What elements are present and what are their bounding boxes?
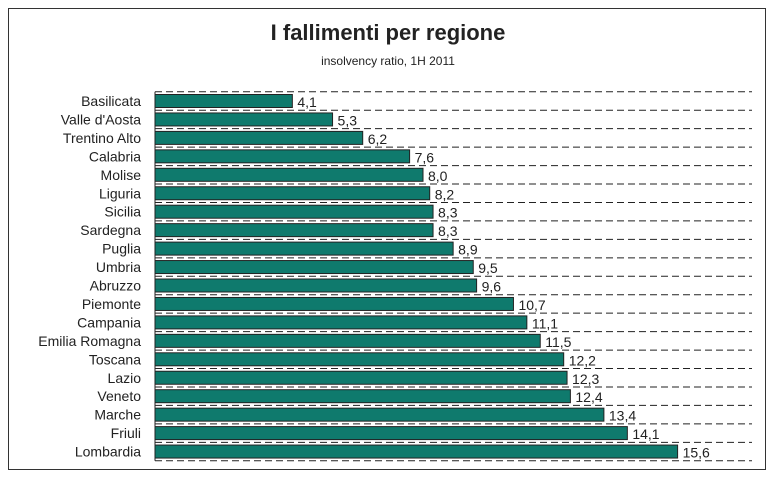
value-label: 5,3 <box>338 112 358 128</box>
category-label: Sardegna <box>80 222 141 238</box>
value-label: 8,2 <box>435 186 455 202</box>
category-label: Emilia Romagna <box>38 333 141 349</box>
bar <box>154 444 679 459</box>
bar <box>154 186 431 201</box>
bar <box>154 149 411 164</box>
chart-subtitle: insolvency ratio, 1H 2011 <box>321 54 455 68</box>
category-label: Campania <box>77 314 141 330</box>
bar <box>154 426 628 441</box>
value-label: 15,6 <box>683 445 710 461</box>
bar <box>154 407 605 422</box>
category-label: Piemonte <box>82 296 141 312</box>
category-label: Lombardia <box>75 444 141 460</box>
bar <box>154 370 568 385</box>
category-label: Lazio <box>108 370 142 386</box>
chart-title: I fallimenti per regione <box>270 20 506 45</box>
bar <box>154 278 478 293</box>
category-label: Trentino Alto <box>63 130 141 146</box>
value-label: 11,5 <box>545 334 571 350</box>
category-label: Puglia <box>102 241 141 257</box>
value-label: 8,3 <box>438 223 458 239</box>
bar <box>154 260 474 275</box>
value-label: 12,3 <box>572 371 599 387</box>
value-label: 4,1 <box>297 94 317 110</box>
value-label: 11,1 <box>532 315 558 331</box>
value-label: 14,1 <box>632 426 659 442</box>
value-label: 8,0 <box>428 168 448 184</box>
bar <box>154 241 454 256</box>
bar <box>154 94 293 108</box>
category-label: Veneto <box>97 388 141 404</box>
value-label: 12,4 <box>575 389 602 405</box>
value-label: 8,9 <box>458 242 478 258</box>
bar <box>154 130 364 145</box>
bar <box>154 167 424 182</box>
category-label: Liguria <box>99 185 141 201</box>
bar <box>154 296 514 311</box>
value-label: 9,5 <box>478 260 498 276</box>
bar <box>154 204 434 219</box>
category-label: Abruzzo <box>90 278 142 294</box>
bar <box>154 352 565 367</box>
category-label: Toscana <box>89 351 141 367</box>
category-label: Umbria <box>96 259 141 275</box>
bar <box>154 112 334 127</box>
value-label: 10,7 <box>518 297 545 313</box>
value-label: 7,6 <box>415 149 435 165</box>
category-label: Sicilia <box>104 204 141 220</box>
category-label: Molise <box>101 167 142 183</box>
bar <box>154 315 528 330</box>
bar <box>154 333 541 348</box>
value-label: 6,2 <box>368 131 388 147</box>
category-label: Basilicata <box>81 93 141 109</box>
value-label: 13,4 <box>609 408 636 424</box>
category-label: Calabria <box>89 148 141 164</box>
value-label: 9,6 <box>482 279 502 295</box>
bar <box>154 223 434 238</box>
category-label: Valle d'Aosta <box>61 111 141 127</box>
bar <box>154 389 571 404</box>
value-label: 12,2 <box>569 352 596 368</box>
category-label: Marche <box>94 407 141 423</box>
category-label: Friuli <box>111 425 141 441</box>
value-label: 8,3 <box>438 205 458 221</box>
